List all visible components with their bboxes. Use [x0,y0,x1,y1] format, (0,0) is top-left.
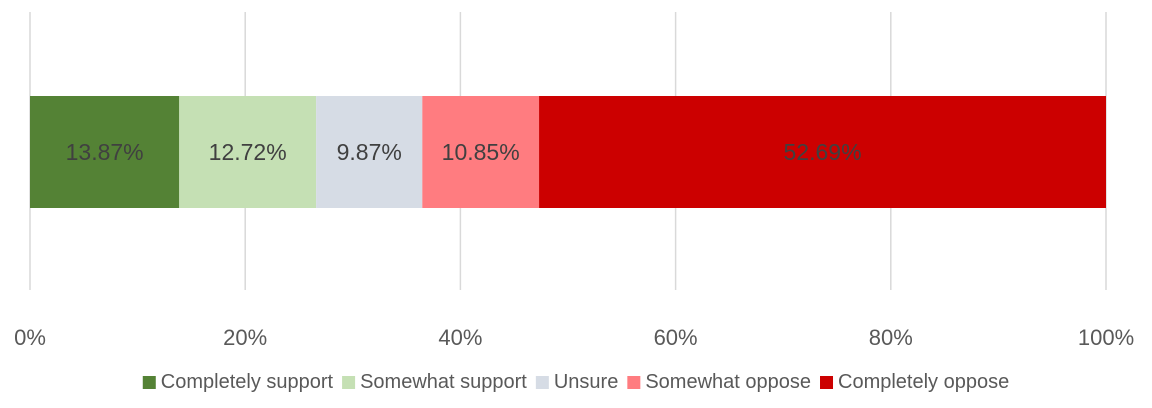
bar-segments [30,96,1106,208]
data-label: 13.87% [66,139,144,165]
legend-swatch [142,376,156,389]
legend-label: Somewhat support [360,371,527,393]
bar-segment [539,96,1106,208]
x-tick-label: 60% [654,325,698,350]
legend-swatch [820,376,834,389]
data-label: 10.85% [442,139,520,165]
legend-item: Somewhat oppose [627,371,811,393]
legend-item: Completely oppose [820,371,1009,393]
x-tick-label: 100% [1078,325,1134,350]
bar-segment [179,96,317,208]
legend-label: Completely support [161,371,334,393]
data-label: 9.87% [337,139,402,165]
x-tick-label: 80% [869,325,913,350]
legend-swatch [342,376,356,389]
legend-label: Somewhat oppose [645,371,811,393]
x-tick-label: 0% [14,325,46,350]
legend-item: Completely support [142,371,334,393]
data-label: 12.72% [209,139,287,165]
x-tick-label: 20% [223,325,267,350]
data-labels: 13.87% 12.72% 9.87% 10.85% 52.69% [66,139,862,165]
bar-segment [422,96,540,208]
legend-swatch [535,376,549,389]
x-axis-ticks: 0% 20% 40% 60% 80% 100% [14,325,1134,350]
legend: Completely support Somewhat support Unsure… [142,371,1009,393]
legend-swatch [627,376,641,389]
data-label: 52.69% [784,139,862,165]
legend-item: Unsure [535,371,618,393]
bar-segment [30,96,180,208]
legend-item: Somewhat support [342,371,527,393]
bar-segment [316,96,423,208]
x-tick-label: 40% [438,325,482,350]
legend-label: Completely oppose [838,371,1009,393]
legend-label: Unsure [554,371,618,393]
